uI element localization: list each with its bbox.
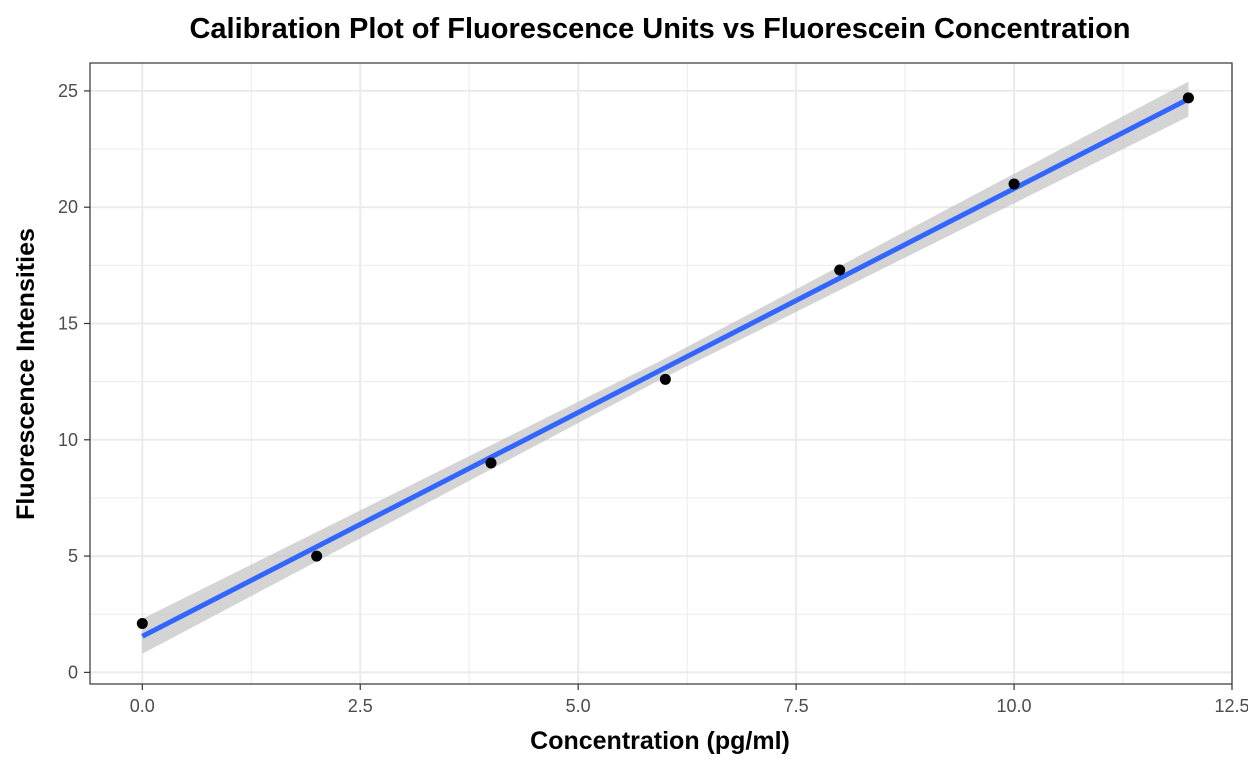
x-tick-label: 7.5 (784, 696, 809, 716)
y-tick-label: 5 (68, 546, 78, 566)
data-point (659, 373, 671, 385)
x-tick-label: 12.5 (1214, 696, 1248, 716)
data-point (834, 264, 846, 276)
x-tick-label: 0.0 (130, 696, 155, 716)
y-tick-label: 10 (58, 430, 78, 450)
data-point (1182, 92, 1194, 104)
y-tick-label: 25 (58, 81, 78, 101)
data-point (1008, 178, 1020, 190)
panel-border (89, 62, 1233, 685)
x-axis: 0.0 2.5 5.0 7.5 10.0 12.5 (130, 684, 1248, 716)
x-tick-label: 2.5 (348, 696, 373, 716)
data-points (136, 92, 1194, 630)
y-axis-title: Fluorescence Intensities (12, 228, 40, 520)
x-tick-label: 10.0 (997, 696, 1032, 716)
grid (90, 63, 1233, 684)
y-axis: 0 5 10 15 20 25 (58, 81, 90, 682)
chart-title: Calibration Plot of Fluorescence Units v… (189, 13, 1130, 45)
x-tick-label: 5.0 (566, 696, 591, 716)
y-tick-label: 0 (68, 662, 78, 682)
x-axis-title: Concentration (pg/ml) (530, 727, 790, 755)
y-tick-label: 20 (58, 197, 78, 217)
data-point (485, 457, 497, 469)
data-point (136, 618, 148, 630)
data-point (311, 550, 323, 562)
y-tick-label: 15 (58, 313, 78, 333)
